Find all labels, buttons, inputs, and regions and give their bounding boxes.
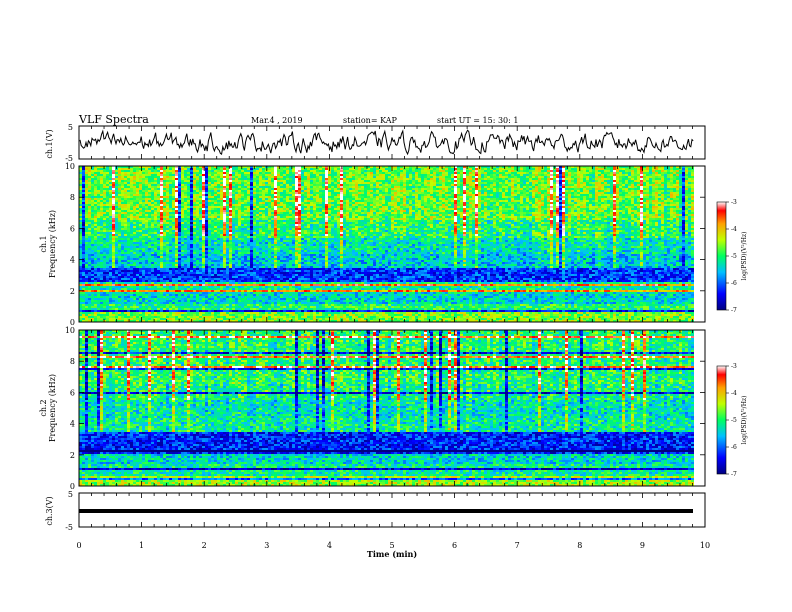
y-tick-label: 8 — [70, 193, 75, 202]
ch2-spectrogram-image — [79, 330, 705, 486]
x-tick-label: 4 — [327, 541, 332, 550]
figure-title: VLF Spectra — [78, 113, 149, 126]
colorbar-tick-label: -4 — [731, 390, 737, 397]
colorbar-tick-label: -6 — [731, 444, 737, 451]
y-tick-label: 4 — [70, 420, 75, 429]
ch1-ytick-top: 5 — [68, 123, 73, 132]
x-tick-label: 7 — [515, 541, 520, 550]
colorbar-tick-label: -4 — [731, 226, 737, 233]
x-axis-label: Time (min) — [367, 549, 417, 559]
y-tick-label: 8 — [70, 357, 75, 366]
ch2-colorbar-label: log(PSD)(V²/Hz) — [741, 396, 748, 445]
date-label: Mar.4 , 2019 — [251, 116, 303, 125]
y-tick-label: 10 — [65, 162, 75, 171]
ch1-spec-ylabel-frequency: Frequency (kHz) — [48, 210, 57, 278]
colorbar-tick-label: -3 — [731, 363, 737, 370]
colorbar-tick-label: -5 — [731, 253, 737, 260]
x-tick-label: 3 — [264, 541, 269, 550]
y-tick-label: 10 — [65, 326, 75, 335]
y-tick-label: 2 — [70, 287, 75, 296]
y-tick-label: 6 — [70, 388, 75, 397]
ch3-ylabel: ch.3(V) — [45, 496, 54, 525]
y-tick-label: 4 — [70, 256, 75, 265]
colorbar-tick-label: -5 — [731, 417, 737, 424]
station-label: station= KAP — [343, 116, 398, 125]
ch1-ylabel: ch.1(V) — [45, 129, 54, 158]
x-tick-label: 0 — [76, 541, 81, 550]
x-tick-label: 8 — [577, 541, 582, 550]
x-tick-label: 9 — [640, 541, 645, 550]
ch2-colorbar: -3 -4 -5 -6 -7 log(PSD)(V²/Hz) — [717, 363, 748, 478]
colorbar-tick-label: -6 — [731, 280, 737, 287]
x-tick-label: 6 — [452, 541, 457, 550]
colorbar-tick-label: -7 — [731, 307, 737, 314]
x-tick-label: 10 — [700, 541, 710, 550]
ch3-ytick-top: 5 — [68, 490, 73, 499]
ch2-spec-ylabel-channel: ch.2 — [39, 399, 48, 416]
colorbar-tick-label: -7 — [731, 471, 737, 478]
start-time-label: start UT = 15: 30: 1 — [437, 116, 518, 125]
ch1-waveform-panel: 5 -5 ch.1(V) — [45, 123, 705, 163]
y-tick-label: 2 — [70, 451, 75, 460]
ch1-spec-ylabel-channel: ch.1 — [39, 235, 48, 252]
ch3-waveform-panel: 5 -5 ch.3(V) — [45, 490, 705, 532]
ch1-colorbar: -3 -4 -5 -6 -7 log(PSD)(V²/Hz) — [717, 199, 748, 314]
ch3-waveform-line — [79, 509, 693, 513]
ch1-colorbar-label: log(PSD)(V²/Hz) — [741, 232, 748, 281]
colorbar-tick-label: -3 — [731, 199, 737, 206]
x-tick-label: 2 — [202, 541, 207, 550]
y-tick-label: 6 — [70, 224, 75, 233]
x-tick-label: 1 — [139, 541, 144, 550]
ch1-spectrogram-image — [79, 166, 705, 322]
ch3-ytick-bottom: -5 — [65, 523, 73, 532]
ch2-spec-ylabel-frequency: Frequency (kHz) — [48, 374, 57, 442]
